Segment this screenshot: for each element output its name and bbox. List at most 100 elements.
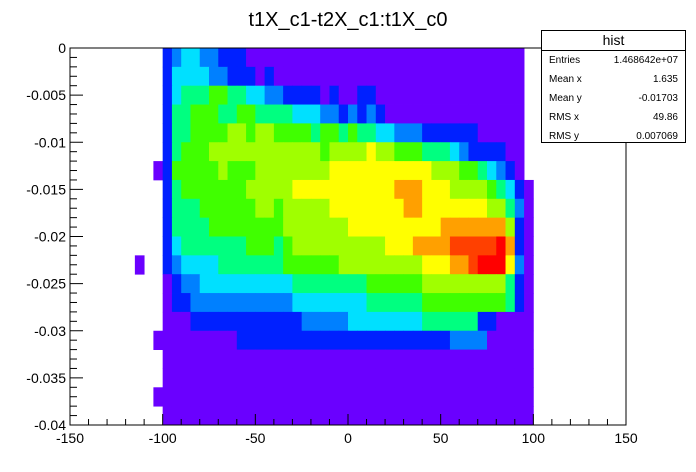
heatmap-cell xyxy=(273,368,284,388)
heatmap-cell xyxy=(496,104,506,124)
heatmap-cell xyxy=(449,198,460,219)
heatmap-cell xyxy=(403,123,414,143)
stats-label: Mean x xyxy=(549,74,582,85)
heatmap-cell xyxy=(310,179,321,200)
heatmap-cell xyxy=(181,406,191,426)
heatmap-cell xyxy=(283,66,293,87)
heatmap-cell xyxy=(514,161,525,181)
heatmap-cell xyxy=(348,293,358,313)
chart-title: t1X_c1-t2X_c1:t1X_c0 xyxy=(248,9,447,31)
heatmap-cell xyxy=(310,349,321,369)
heatmap-cell xyxy=(459,293,469,313)
heatmap-cell xyxy=(431,293,442,313)
heatmap-cell xyxy=(162,123,173,143)
heatmap-cell xyxy=(292,104,303,124)
heatmap-cell xyxy=(255,349,265,369)
heatmap-cell xyxy=(366,161,377,181)
heatmap-cell xyxy=(468,66,479,87)
heatmap-cell xyxy=(338,311,349,332)
heatmap-cell xyxy=(181,48,191,68)
heatmap-cell xyxy=(153,330,164,350)
heatmap-cell xyxy=(162,330,173,350)
heatmap-cell xyxy=(468,349,479,369)
heatmap-cell xyxy=(218,387,228,407)
heatmap-cell xyxy=(171,293,182,313)
heatmap-cell xyxy=(162,198,173,219)
heatmap-cell xyxy=(171,330,182,350)
heatmap-cell xyxy=(255,104,265,124)
heatmap-cell xyxy=(348,387,358,407)
heatmap-cell xyxy=(320,387,330,407)
heatmap-cell xyxy=(440,179,451,200)
heatmap-cell xyxy=(394,236,404,256)
heatmap-cell xyxy=(171,48,182,68)
heatmap-cell xyxy=(477,293,488,313)
heatmap-cell xyxy=(190,349,201,369)
heatmap-cell xyxy=(255,406,265,426)
heatmap-cell xyxy=(171,349,182,369)
heatmap-cell xyxy=(236,368,247,388)
heatmap-cell xyxy=(440,161,451,181)
heatmap-cell xyxy=(440,198,451,219)
heatmap-cell xyxy=(209,48,219,68)
heatmap-cell xyxy=(246,161,256,181)
heatmap-cell xyxy=(385,236,395,256)
heatmap-cell xyxy=(431,406,442,426)
heatmap-cell xyxy=(292,142,303,162)
heatmap-cell xyxy=(357,104,367,124)
heatmap-cell xyxy=(209,161,219,181)
heatmap-cell xyxy=(273,236,284,256)
heatmap-cell xyxy=(366,255,377,275)
stats-box: hist Entries 1.468642e+07 Mean x 1.635 M… xyxy=(541,30,686,143)
heatmap-cell xyxy=(190,85,201,105)
heatmap-cell xyxy=(190,104,201,124)
heatmap-cell xyxy=(338,161,349,181)
heatmap-cell xyxy=(375,330,386,350)
heatmap-cell xyxy=(505,66,516,87)
heatmap-cell xyxy=(218,142,228,162)
heatmap-cell xyxy=(301,48,312,68)
heatmap-cell xyxy=(301,349,312,369)
heatmap-cell xyxy=(171,236,182,256)
heatmap-cell xyxy=(246,48,256,68)
heatmap-cell xyxy=(496,48,506,68)
heatmap-cell xyxy=(385,48,395,68)
heatmap-cell xyxy=(403,142,414,162)
heatmap-cell xyxy=(283,293,293,313)
y-tick-label: -0.03 xyxy=(34,323,66,339)
heatmap-cell xyxy=(496,236,506,256)
heatmap-cell xyxy=(209,85,219,105)
heatmap-cell xyxy=(320,311,330,332)
heatmap-cell xyxy=(357,293,367,313)
heatmap-cell xyxy=(357,85,367,105)
heatmap-cell xyxy=(524,274,534,294)
heatmap-cell xyxy=(422,406,432,426)
heatmap-cell xyxy=(403,236,414,256)
heatmap-cell xyxy=(440,368,451,388)
heatmap-cell xyxy=(403,48,414,68)
heatmap-cell xyxy=(218,66,228,87)
heatmap-cell xyxy=(301,142,312,162)
heatmap-cell xyxy=(320,161,330,181)
heatmap-cell xyxy=(329,255,340,275)
heatmap-cell xyxy=(171,104,182,124)
heatmap-cell xyxy=(199,311,210,332)
x-tick-label: 0 xyxy=(344,430,352,446)
heatmap-cell xyxy=(403,293,414,313)
heatmap-cell xyxy=(310,311,321,332)
heatmap-cell xyxy=(357,330,367,350)
heatmap-cell xyxy=(292,66,303,87)
heatmap-cell xyxy=(246,123,256,143)
heatmap-cell xyxy=(301,85,312,105)
heatmap-cell xyxy=(162,66,173,87)
heatmap-cell xyxy=(199,66,210,87)
heatmap-cell xyxy=(199,161,210,181)
heatmap-cell xyxy=(329,236,340,256)
heatmap-cell xyxy=(301,161,312,181)
heatmap-cell xyxy=(273,330,284,350)
heatmap-cell xyxy=(348,198,358,219)
heatmap-cell xyxy=(505,104,516,124)
heatmap-cell xyxy=(227,293,238,313)
heatmap-cell xyxy=(403,198,414,219)
heatmap-cell xyxy=(459,311,469,332)
